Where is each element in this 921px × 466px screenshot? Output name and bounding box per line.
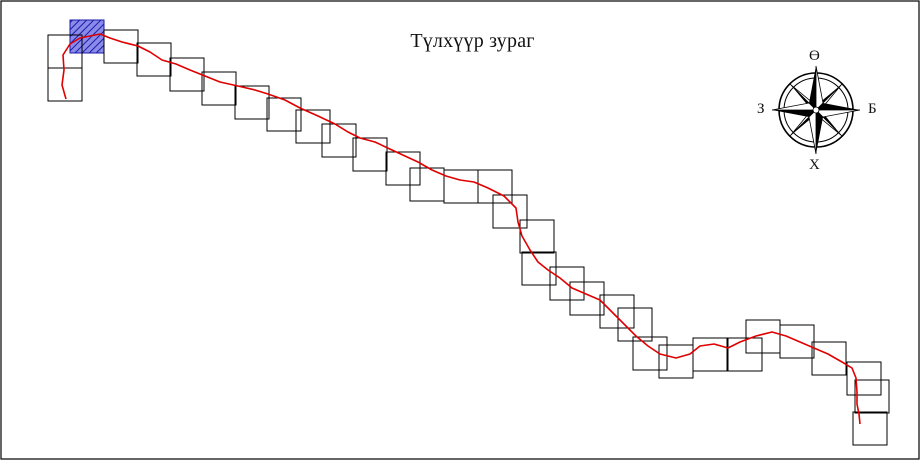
sheet-cell (234, 85, 270, 120)
sheet-cell (854, 379, 890, 414)
sheet-cell (692, 337, 728, 372)
sheet-cell (201, 71, 237, 106)
compass-east-label: Б (868, 101, 877, 117)
sheet-cell (136, 42, 172, 77)
sheet-cell (169, 57, 205, 92)
sheet-cell (599, 294, 635, 329)
sheet-cell (846, 361, 882, 396)
sheet-cell (852, 411, 888, 446)
sheet-cell (617, 307, 653, 342)
compass-rose-icon (771, 65, 861, 155)
sheet-cell (727, 337, 763, 372)
sheet-cell (632, 336, 668, 371)
sheet-cell (321, 123, 357, 158)
route-line (61, 33, 861, 425)
sheet-cell (492, 194, 528, 229)
compass-west-label: З (757, 101, 765, 117)
compass-north-label: Ө (809, 48, 820, 64)
map-title: Түлхүүр зураг (0, 30, 921, 53)
sheet-cell (569, 281, 605, 316)
sheet-cell (295, 109, 331, 144)
map-title-text: Түлхүүр зураг (410, 30, 535, 52)
sheet-cell (521, 251, 557, 286)
sheet-cell (549, 266, 585, 301)
sheet-cell (352, 137, 388, 172)
sheet-cell (477, 169, 513, 204)
compass-south-label: Х (809, 157, 820, 173)
sheet-grid (47, 19, 890, 446)
sheet-cell (519, 219, 555, 254)
sheet-cell (47, 67, 83, 102)
sheet-cell (266, 97, 302, 132)
sheet-cell (811, 341, 847, 376)
